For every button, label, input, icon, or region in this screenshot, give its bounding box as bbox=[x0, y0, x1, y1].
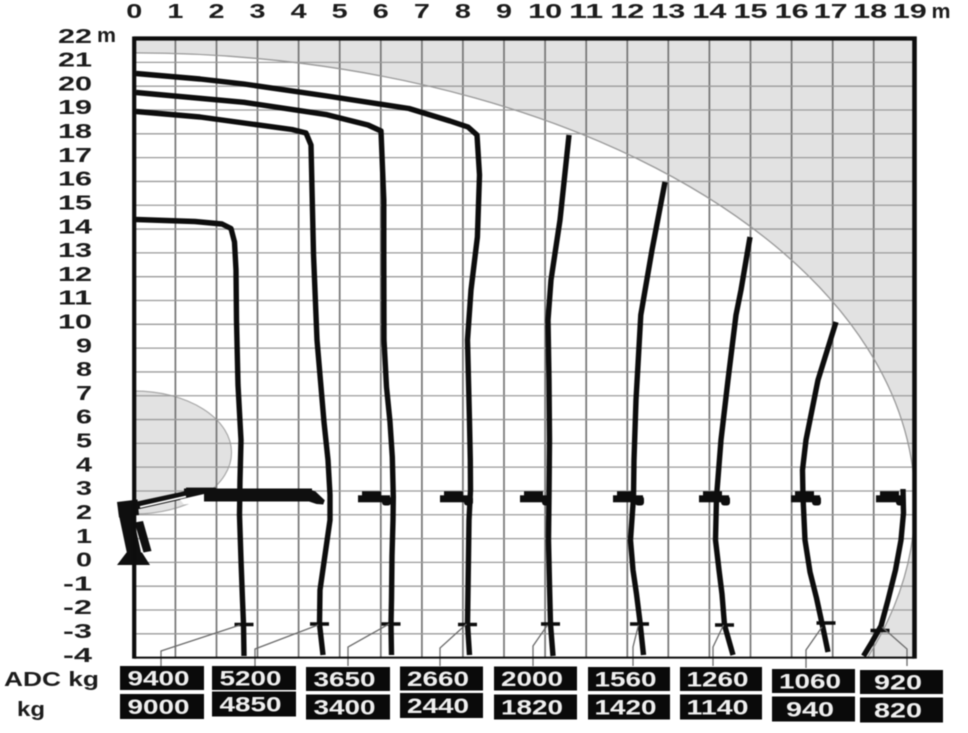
svg-text:12: 12 bbox=[58, 264, 92, 286]
svg-text:4: 4 bbox=[291, 1, 308, 23]
svg-text:-1: -1 bbox=[63, 573, 92, 595]
svg-text:22: 22 bbox=[58, 26, 92, 48]
svg-text:16: 16 bbox=[58, 169, 92, 191]
svg-text:920: 920 bbox=[874, 672, 922, 695]
svg-text:8: 8 bbox=[76, 359, 92, 381]
svg-text:m: m bbox=[97, 25, 116, 47]
svg-text:6: 6 bbox=[373, 1, 389, 23]
svg-text:4: 4 bbox=[76, 454, 93, 476]
svg-text:11: 11 bbox=[58, 288, 92, 310]
svg-text:14: 14 bbox=[692, 1, 727, 23]
svg-text:3: 3 bbox=[250, 1, 266, 23]
svg-text:17: 17 bbox=[58, 145, 92, 167]
svg-text:11: 11 bbox=[569, 1, 603, 23]
svg-text:12: 12 bbox=[610, 1, 644, 23]
svg-text:5200: 5200 bbox=[220, 668, 282, 691]
svg-text:5: 5 bbox=[76, 431, 92, 453]
svg-text:15: 15 bbox=[58, 192, 92, 214]
svg-text:0: 0 bbox=[126, 1, 142, 23]
svg-text:kg: kg bbox=[17, 699, 45, 721]
svg-text:19: 19 bbox=[58, 97, 92, 119]
svg-text:m: m bbox=[932, 1, 951, 23]
svg-text:940: 940 bbox=[786, 699, 834, 722]
svg-text:2000: 2000 bbox=[501, 668, 563, 691]
svg-text:-4: -4 bbox=[63, 645, 93, 667]
svg-text:16: 16 bbox=[775, 1, 809, 23]
svg-text:3: 3 bbox=[76, 478, 92, 500]
svg-text:1420: 1420 bbox=[595, 697, 657, 720]
svg-text:2660: 2660 bbox=[407, 668, 469, 691]
svg-text:15: 15 bbox=[734, 1, 768, 23]
svg-text:18: 18 bbox=[58, 121, 92, 143]
svg-text:17: 17 bbox=[814, 1, 848, 23]
svg-text:9: 9 bbox=[496, 1, 512, 23]
svg-text:10: 10 bbox=[528, 1, 562, 23]
svg-text:0: 0 bbox=[76, 550, 92, 572]
svg-text:ADC kg: ADC kg bbox=[4, 669, 99, 691]
svg-text:13: 13 bbox=[651, 1, 685, 23]
svg-text:7: 7 bbox=[414, 1, 430, 23]
svg-text:1820: 1820 bbox=[501, 697, 563, 720]
svg-text:4850: 4850 bbox=[220, 694, 282, 717]
svg-text:10: 10 bbox=[58, 312, 92, 334]
svg-text:1060: 1060 bbox=[779, 671, 841, 694]
svg-text:1560: 1560 bbox=[595, 669, 657, 692]
svg-text:5: 5 bbox=[332, 1, 348, 23]
svg-text:6: 6 bbox=[76, 407, 92, 429]
svg-text:18: 18 bbox=[853, 1, 887, 23]
svg-text:9400: 9400 bbox=[128, 668, 190, 691]
svg-text:20: 20 bbox=[58, 73, 92, 95]
svg-text:8: 8 bbox=[455, 1, 471, 23]
svg-text:3400: 3400 bbox=[314, 697, 376, 720]
svg-text:3650: 3650 bbox=[314, 669, 376, 692]
svg-text:19: 19 bbox=[893, 1, 927, 23]
svg-text:-3: -3 bbox=[63, 621, 92, 643]
svg-text:-2: -2 bbox=[63, 597, 92, 619]
svg-text:7: 7 bbox=[76, 383, 92, 405]
svg-text:2: 2 bbox=[76, 502, 92, 524]
svg-text:1260: 1260 bbox=[687, 669, 749, 692]
svg-text:9000: 9000 bbox=[128, 696, 190, 719]
svg-text:820: 820 bbox=[874, 700, 922, 723]
svg-text:1: 1 bbox=[167, 1, 183, 23]
svg-text:21: 21 bbox=[58, 50, 92, 72]
svg-text:13: 13 bbox=[58, 240, 92, 262]
svg-text:2: 2 bbox=[209, 1, 225, 23]
svg-text:2440: 2440 bbox=[407, 695, 469, 718]
svg-text:1140: 1140 bbox=[687, 697, 749, 720]
svg-text:9: 9 bbox=[76, 335, 92, 357]
svg-text:14: 14 bbox=[58, 216, 93, 238]
svg-text:1: 1 bbox=[76, 526, 92, 548]
